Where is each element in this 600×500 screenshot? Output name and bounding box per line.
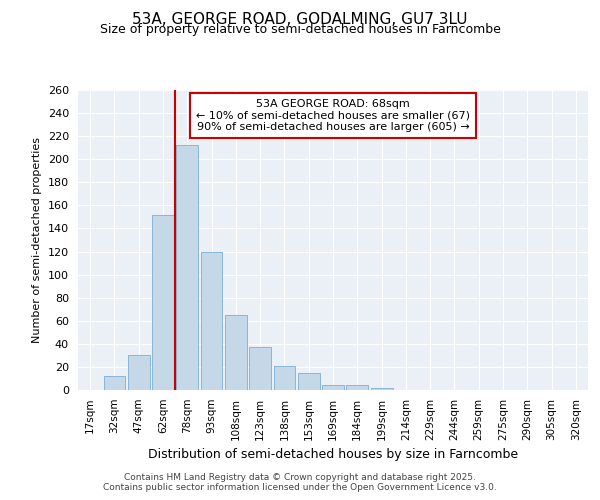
Text: 53A, GEORGE ROAD, GODALMING, GU7 3LU: 53A, GEORGE ROAD, GODALMING, GU7 3LU bbox=[132, 12, 468, 28]
Text: Size of property relative to semi-detached houses in Farncombe: Size of property relative to semi-detach… bbox=[100, 22, 500, 36]
Bar bbox=[200, 252, 223, 390]
X-axis label: Distribution of semi-detached houses by size in Farncombe: Distribution of semi-detached houses by … bbox=[148, 448, 518, 461]
Bar bbox=[249, 348, 271, 390]
Text: Contains HM Land Registry data © Crown copyright and database right 2025.: Contains HM Land Registry data © Crown c… bbox=[124, 472, 476, 482]
Bar bbox=[371, 388, 392, 390]
Bar bbox=[152, 214, 174, 390]
Text: Contains public sector information licensed under the Open Government Licence v3: Contains public sector information licen… bbox=[103, 482, 497, 492]
Bar bbox=[322, 386, 344, 390]
Bar bbox=[274, 366, 295, 390]
Bar bbox=[225, 315, 247, 390]
Bar bbox=[298, 372, 320, 390]
Text: 53A GEORGE ROAD: 68sqm
← 10% of semi-detached houses are smaller (67)
90% of sem: 53A GEORGE ROAD: 68sqm ← 10% of semi-det… bbox=[196, 99, 470, 132]
Bar bbox=[128, 356, 149, 390]
Y-axis label: Number of semi-detached properties: Number of semi-detached properties bbox=[32, 137, 42, 343]
Bar bbox=[346, 386, 368, 390]
Bar bbox=[104, 376, 125, 390]
Bar bbox=[176, 146, 198, 390]
